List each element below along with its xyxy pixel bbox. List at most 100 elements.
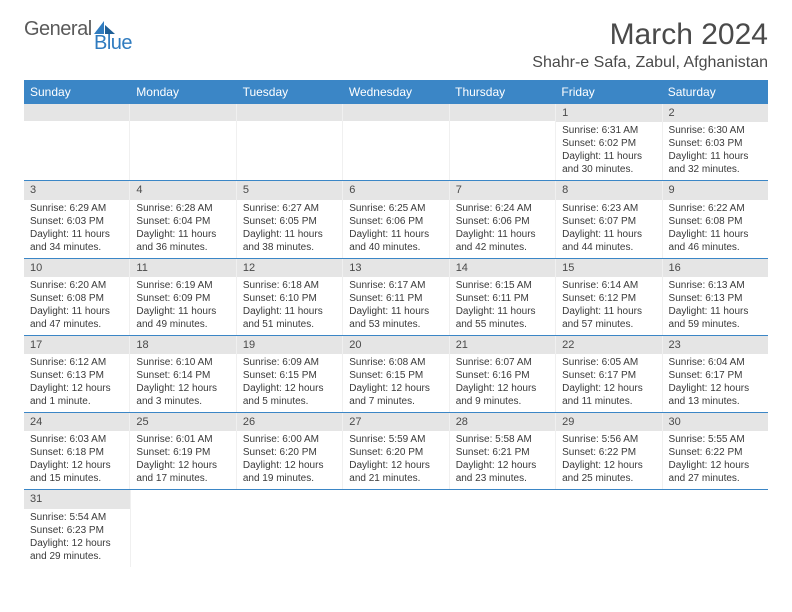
day-line: Sunset: 6:13 PM xyxy=(669,292,762,305)
day-line: Daylight: 11 hours xyxy=(30,228,123,241)
day-line: and 57 minutes. xyxy=(562,318,655,331)
calendar-empty-cell xyxy=(237,104,343,180)
weekday-header: Friday xyxy=(555,80,661,104)
day-content: Sunrise: 6:24 AMSunset: 6:06 PMDaylight:… xyxy=(450,200,555,258)
day-number xyxy=(24,104,129,121)
day-content: Sunrise: 6:15 AMSunset: 6:11 PMDaylight:… xyxy=(450,277,555,335)
day-line: Sunrise: 6:04 AM xyxy=(669,356,762,369)
calendar-day-cell: 4Sunrise: 6:28 AMSunset: 6:04 PMDaylight… xyxy=(130,181,236,257)
calendar-day-cell: 5Sunrise: 6:27 AMSunset: 6:05 PMDaylight… xyxy=(237,181,343,257)
calendar-day-cell: 29Sunrise: 5:56 AMSunset: 6:22 PMDayligh… xyxy=(556,413,662,489)
calendar-row: 24Sunrise: 6:03 AMSunset: 6:18 PMDayligh… xyxy=(24,413,768,490)
day-line: and 27 minutes. xyxy=(669,472,762,485)
day-number xyxy=(450,490,556,507)
day-content: Sunrise: 6:07 AMSunset: 6:16 PMDaylight:… xyxy=(450,354,555,412)
day-number: 21 xyxy=(450,336,555,354)
day-number: 3 xyxy=(24,181,129,199)
day-content: Sunrise: 5:58 AMSunset: 6:21 PMDaylight:… xyxy=(450,431,555,489)
day-line: Sunset: 6:17 PM xyxy=(562,369,655,382)
day-number: 23 xyxy=(663,336,768,354)
day-number xyxy=(237,490,343,507)
day-line: Daylight: 11 hours xyxy=(349,228,442,241)
calendar-day-cell: 28Sunrise: 5:58 AMSunset: 6:21 PMDayligh… xyxy=(450,413,556,489)
day-number: 8 xyxy=(556,181,661,199)
calendar-day-cell: 16Sunrise: 6:13 AMSunset: 6:13 PMDayligh… xyxy=(663,259,768,335)
day-line: Sunrise: 6:17 AM xyxy=(349,279,442,292)
day-line: Sunrise: 6:10 AM xyxy=(136,356,229,369)
day-line: Sunset: 6:10 PM xyxy=(243,292,336,305)
day-number: 31 xyxy=(24,490,130,508)
day-number: 15 xyxy=(556,259,661,277)
calendar-row: 1Sunrise: 6:31 AMSunset: 6:02 PMDaylight… xyxy=(24,104,768,181)
day-content: Sunrise: 6:27 AMSunset: 6:05 PMDaylight:… xyxy=(237,200,342,258)
day-line: Sunset: 6:13 PM xyxy=(30,369,123,382)
day-line: and 32 minutes. xyxy=(669,163,762,176)
day-line: Sunset: 6:02 PM xyxy=(562,137,655,150)
day-line: Daylight: 11 hours xyxy=(136,228,229,241)
day-line: and 42 minutes. xyxy=(456,241,549,254)
day-line: and 38 minutes. xyxy=(243,241,336,254)
weekday-header: Thursday xyxy=(449,80,555,104)
calendar-header-row: SundayMondayTuesdayWednesdayThursdayFrid… xyxy=(24,80,768,104)
calendar-day-cell: 25Sunrise: 6:01 AMSunset: 6:19 PMDayligh… xyxy=(130,413,236,489)
calendar-day-cell: 8Sunrise: 6:23 AMSunset: 6:07 PMDaylight… xyxy=(556,181,662,257)
day-number: 9 xyxy=(663,181,768,199)
day-line: Sunrise: 6:30 AM xyxy=(669,124,762,137)
day-line: Sunset: 6:11 PM xyxy=(456,292,549,305)
day-content: Sunrise: 5:56 AMSunset: 6:22 PMDaylight:… xyxy=(556,431,661,489)
location-text: Shahr-e Safa, Zabul, Afghanistan xyxy=(532,54,768,72)
day-line: and 1 minute. xyxy=(30,395,123,408)
day-line: and 9 minutes. xyxy=(456,395,549,408)
day-line: Sunset: 6:23 PM xyxy=(30,524,124,537)
day-line: Sunset: 6:08 PM xyxy=(30,292,123,305)
day-line: Sunset: 6:15 PM xyxy=(243,369,336,382)
day-line: Sunrise: 6:01 AM xyxy=(136,433,229,446)
day-line: Sunset: 6:14 PM xyxy=(136,369,229,382)
day-number: 14 xyxy=(450,259,555,277)
day-content: Sunrise: 6:12 AMSunset: 6:13 PMDaylight:… xyxy=(24,354,129,412)
day-content: Sunrise: 6:17 AMSunset: 6:11 PMDaylight:… xyxy=(343,277,448,335)
calendar-day-cell: 2Sunrise: 6:30 AMSunset: 6:03 PMDaylight… xyxy=(663,104,768,180)
calendar-empty-cell xyxy=(450,490,556,566)
day-content: Sunrise: 6:14 AMSunset: 6:12 PMDaylight:… xyxy=(556,277,661,335)
day-line: and 36 minutes. xyxy=(136,241,229,254)
day-line: Sunset: 6:09 PM xyxy=(136,292,229,305)
day-number: 20 xyxy=(343,336,448,354)
calendar-row: 10Sunrise: 6:20 AMSunset: 6:08 PMDayligh… xyxy=(24,259,768,336)
calendar-empty-cell xyxy=(343,104,449,180)
calendar-body: 1Sunrise: 6:31 AMSunset: 6:02 PMDaylight… xyxy=(24,104,768,567)
day-line: Daylight: 12 hours xyxy=(136,459,229,472)
day-content: Sunrise: 5:54 AMSunset: 6:23 PMDaylight:… xyxy=(24,509,130,567)
day-line: Sunrise: 6:12 AM xyxy=(30,356,123,369)
day-content: Sunrise: 6:23 AMSunset: 6:07 PMDaylight:… xyxy=(556,200,661,258)
calendar-day-cell: 7Sunrise: 6:24 AMSunset: 6:06 PMDaylight… xyxy=(450,181,556,257)
day-number: 16 xyxy=(663,259,768,277)
day-line: Sunrise: 6:29 AM xyxy=(30,202,123,215)
weekday-header: Sunday xyxy=(24,80,130,104)
calendar-day-cell: 14Sunrise: 6:15 AMSunset: 6:11 PMDayligh… xyxy=(450,259,556,335)
page-header: General Blue March 2024 Shahr-e Safa, Za… xyxy=(24,18,768,72)
day-line: Daylight: 11 hours xyxy=(562,150,655,163)
day-line: Daylight: 11 hours xyxy=(562,228,655,241)
day-line: Daylight: 11 hours xyxy=(456,305,549,318)
day-line: Daylight: 12 hours xyxy=(669,382,762,395)
day-line: Daylight: 11 hours xyxy=(669,228,762,241)
day-number: 7 xyxy=(450,181,555,199)
day-line: Sunrise: 6:31 AM xyxy=(562,124,655,137)
day-line: Daylight: 12 hours xyxy=(349,382,442,395)
day-line: and 5 minutes. xyxy=(243,395,336,408)
day-line: Sunset: 6:18 PM xyxy=(30,446,123,459)
day-content: Sunrise: 6:08 AMSunset: 6:15 PMDaylight:… xyxy=(343,354,448,412)
day-number xyxy=(662,490,768,507)
calendar-day-cell: 3Sunrise: 6:29 AMSunset: 6:03 PMDaylight… xyxy=(24,181,130,257)
day-content: Sunrise: 6:20 AMSunset: 6:08 PMDaylight:… xyxy=(24,277,129,335)
calendar-day-cell: 23Sunrise: 6:04 AMSunset: 6:17 PMDayligh… xyxy=(663,336,768,412)
day-number: 1 xyxy=(556,104,661,122)
day-content: Sunrise: 6:31 AMSunset: 6:02 PMDaylight:… xyxy=(556,122,661,180)
day-line: and 25 minutes. xyxy=(562,472,655,485)
day-number xyxy=(450,104,555,121)
day-line: Daylight: 12 hours xyxy=(456,459,549,472)
day-line: Daylight: 12 hours xyxy=(243,459,336,472)
day-line: Sunrise: 5:54 AM xyxy=(30,511,124,524)
title-block: March 2024 Shahr-e Safa, Zabul, Afghanis… xyxy=(532,18,768,72)
